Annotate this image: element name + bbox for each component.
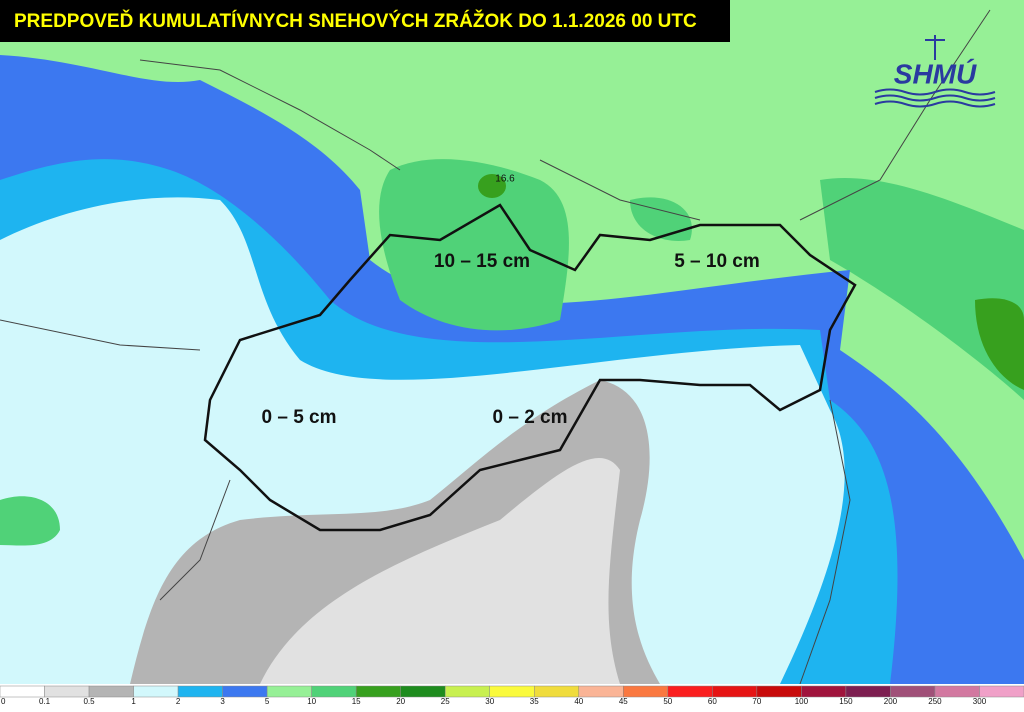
legend-swatch [0, 685, 45, 698]
region-label: 0 – 5 cm [262, 407, 337, 428]
legend-swatch [444, 685, 490, 698]
legend-swatch [667, 685, 713, 698]
logo-icon [925, 35, 945, 60]
title-bar [0, 0, 730, 42]
legend-swatch [534, 685, 580, 698]
legend-swatch [355, 685, 401, 698]
neighbor-border [0, 9, 991, 685]
legend-swatch [400, 685, 446, 698]
legend-tick-label: 15 [352, 697, 361, 706]
max-value: 16.6 [495, 174, 515, 185]
legend-tick-label: 200 [884, 697, 898, 706]
legend-tick-label: 70 [752, 697, 761, 706]
green-region [820, 178, 1024, 400]
legend-swatch [44, 685, 90, 698]
legend-tick-label: 250 [928, 697, 942, 706]
legend-swatch [979, 685, 1024, 698]
legend-swatch [756, 685, 802, 698]
legend-tick-label: 0 [1, 697, 6, 706]
green-region [379, 159, 569, 331]
legend-swatch [934, 685, 980, 698]
region-label: 0 – 2 cm [493, 407, 568, 428]
legend-tick-label: 25 [441, 697, 450, 706]
title: PREDPOVEĎ KUMULATÍVNYCH SNEHOVÝCH ZRÁŽOK… [14, 10, 697, 32]
legend-swatch [88, 685, 134, 698]
legend-tick-label: 0.5 [83, 697, 95, 706]
legend-tick-label: 3 [220, 697, 225, 706]
green-region [630, 197, 692, 241]
legend-tick-label: 60 [708, 697, 717, 706]
legend-swatch [177, 685, 223, 698]
legend-swatch [712, 685, 758, 698]
legend-swatch [801, 685, 847, 698]
legend-tick-label: 35 [530, 697, 539, 706]
max-area [478, 174, 506, 198]
legend-tick-label: 100 [795, 697, 809, 706]
legend-tick-label: 300 [973, 697, 987, 706]
legend-tick-label: 50 [663, 697, 672, 706]
logo-waves [874, 88, 996, 108]
legend-swatch [489, 685, 535, 698]
light-gray-region [260, 458, 620, 684]
legend-tick-label: 5 [265, 697, 270, 706]
legend-swatch [623, 685, 669, 698]
green-region [975, 298, 1024, 390]
legend-tick-label: 2 [176, 697, 181, 706]
legend-tick-label: 150 [839, 697, 853, 706]
legend-swatch [845, 685, 891, 698]
region-label: 10 – 15 cm [434, 251, 530, 272]
legend-tick-label: 45 [619, 697, 628, 706]
legend-swatch [222, 685, 268, 698]
legend-swatch [578, 685, 624, 698]
legend-tick-label: 0.1 [39, 697, 51, 706]
region-label: 5 – 10 cm [674, 251, 760, 272]
legend-swatch [266, 685, 312, 698]
legend-tick-label: 1 [131, 697, 136, 706]
legend-tick-label: 20 [396, 697, 405, 706]
logo-text: SHMÚ [894, 58, 977, 89]
logo: SHMÚ [874, 35, 996, 108]
green-region [0, 496, 60, 546]
country-border [203, 203, 857, 532]
legend-swatch [311, 685, 357, 698]
legend-swatch [890, 685, 936, 698]
legend-tick-label: 10 [307, 697, 316, 706]
legend-tick-label: 40 [574, 697, 583, 706]
legend-swatch [133, 685, 179, 698]
legend-tick-label: 30 [485, 697, 494, 706]
